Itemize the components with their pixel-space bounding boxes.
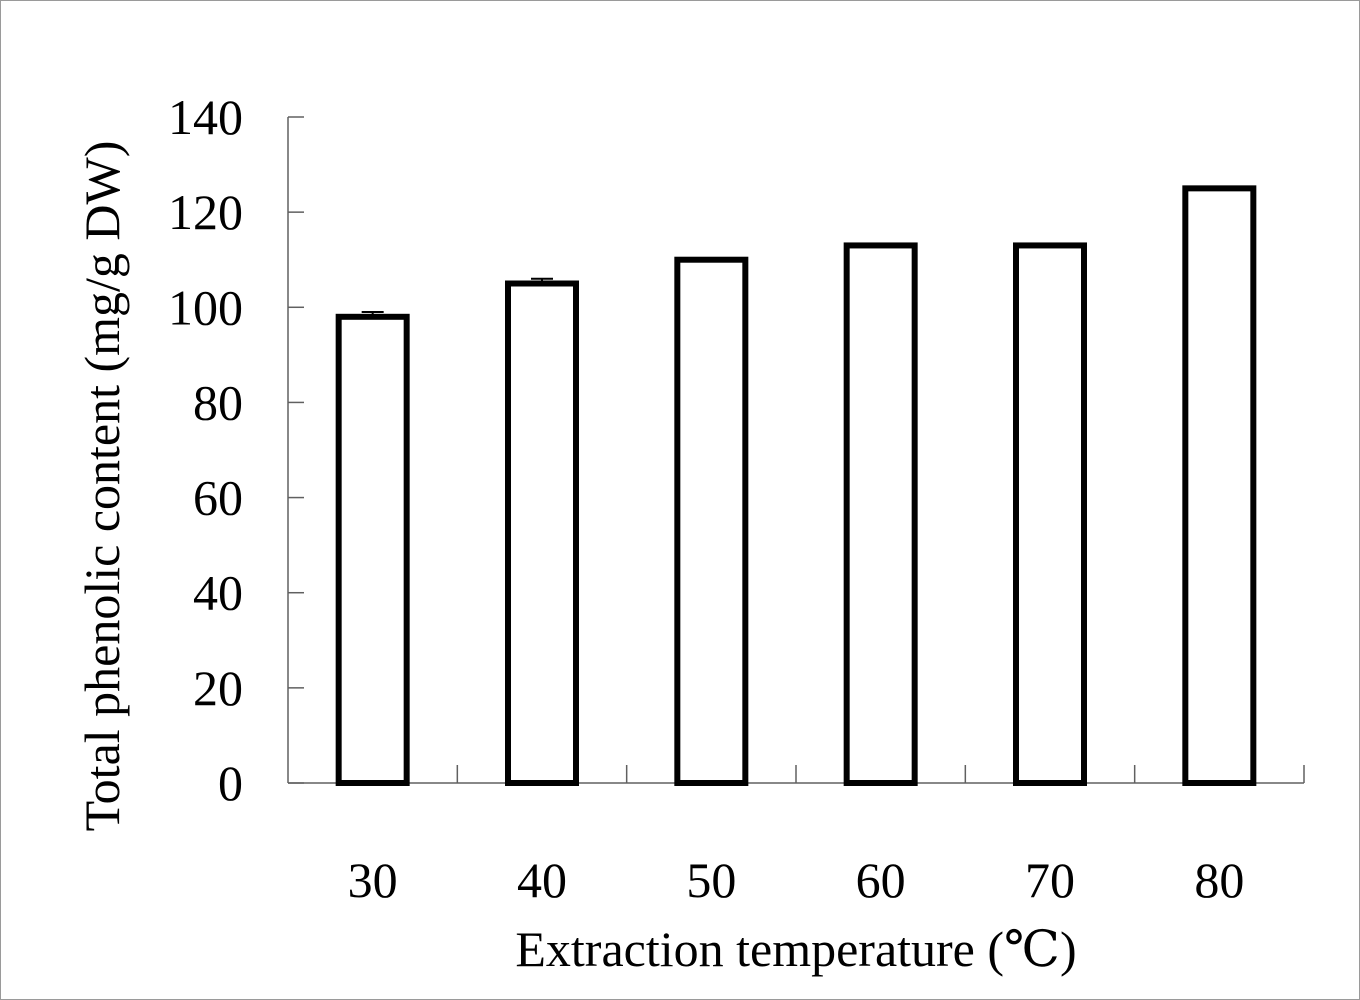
y-tick-label: 0 [218, 755, 243, 811]
y-axis-label: Total phenolic content (mg/g DW) [74, 141, 130, 832]
bars [335, 185, 1257, 787]
y-tick-label: 100 [168, 279, 243, 335]
x-tick-label: 70 [1025, 852, 1075, 908]
x-tick-label: 60 [856, 852, 906, 908]
y-tick-label: 120 [168, 184, 243, 240]
x-axis-label: Extraction temperature (℃) [515, 921, 1076, 977]
bar-80 [1182, 185, 1257, 787]
axes [287, 116, 1305, 784]
x-tick-label: 40 [517, 852, 567, 908]
bar-70 [1013, 242, 1087, 786]
y-tick-label: 20 [193, 660, 243, 716]
x-tick-label: 80 [1194, 852, 1244, 908]
bar-50 [674, 256, 749, 786]
x-tick-label: 50 [686, 852, 736, 908]
y-tick-label: 140 [168, 89, 243, 145]
x-tick-labels: 30 40 50 60 70 80 [348, 852, 1245, 908]
bar-40 [505, 280, 579, 786]
y-tick-label: 60 [193, 470, 243, 526]
y-tick-label: 40 [193, 565, 243, 621]
y-tick-label: 80 [193, 374, 243, 430]
bar-60 [843, 242, 918, 786]
y-tick-labels: 0 20 40 60 80 100 120 140 [168, 89, 243, 811]
x-tick-label: 30 [348, 852, 398, 908]
bar-30 [335, 313, 410, 786]
